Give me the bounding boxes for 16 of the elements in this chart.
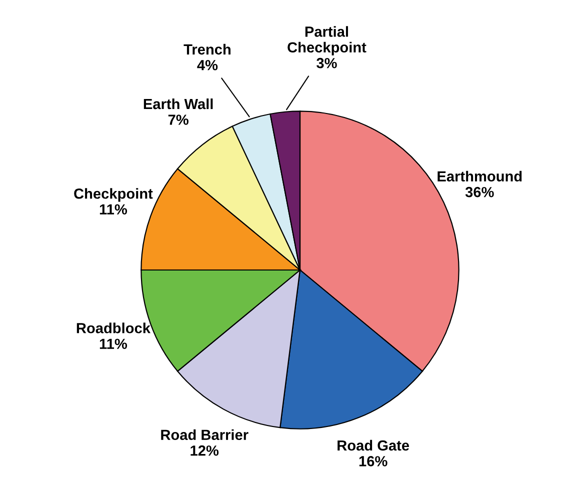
slice-label: Partial Checkpoint bbox=[288, 26, 366, 56]
data-label: 3% bbox=[316, 58, 337, 68]
data-label: 11% bbox=[100, 204, 128, 214]
data-label: 7% bbox=[168, 114, 188, 125]
slice-label: Road Barrier bbox=[161, 429, 248, 440]
slice-label: Earthmound bbox=[438, 170, 522, 182]
data-label: 16% bbox=[359, 456, 388, 466]
slice-label: Earth Wall bbox=[144, 98, 213, 110]
data-label: 12% bbox=[190, 445, 219, 456]
data-label: 4% bbox=[197, 60, 218, 70]
slice-label: Checkpoint bbox=[74, 188, 153, 202]
slice-label: Roadblock bbox=[76, 322, 150, 334]
slice-label: Trench bbox=[184, 44, 230, 55]
slice-label: Road Gate bbox=[338, 440, 410, 451]
data-label: 36% bbox=[465, 186, 494, 198]
data-label: 11% bbox=[100, 338, 128, 349]
